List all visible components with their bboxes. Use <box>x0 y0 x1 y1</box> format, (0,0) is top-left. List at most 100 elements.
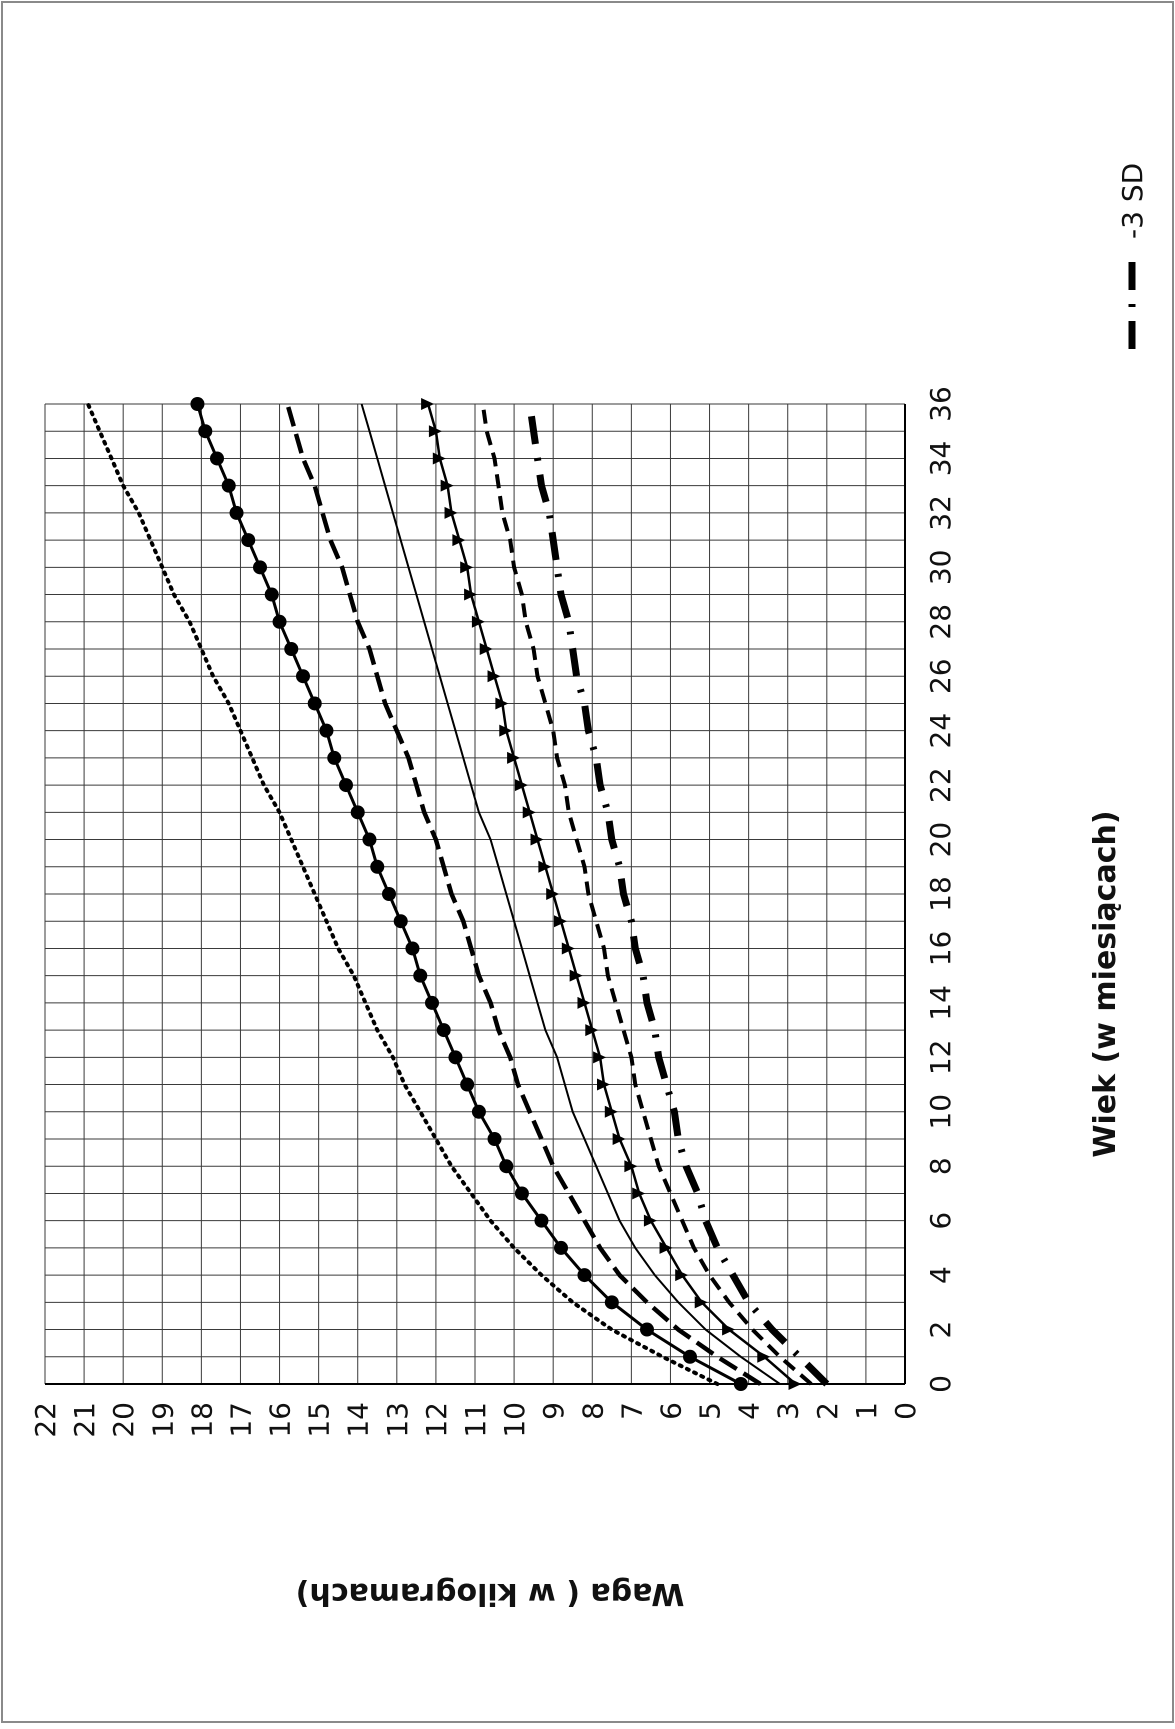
data-point <box>296 669 310 684</box>
y-tick-label: 3 <box>772 1402 805 1420</box>
data-point <box>370 859 385 874</box>
tick-labels: 0246810121416182022242628303234360123456… <box>29 386 957 1437</box>
data-point <box>362 832 377 847</box>
y-tick-label: 9 <box>537 1402 570 1420</box>
data-point <box>221 478 236 493</box>
y-tick-label: 16 <box>264 1402 297 1438</box>
data-point <box>659 1241 673 1254</box>
y-tick-label: 8 <box>576 1402 609 1420</box>
data-point <box>788 1378 802 1390</box>
data-point <box>444 506 458 519</box>
y-tick-label: 12 <box>420 1402 453 1438</box>
data-point <box>421 398 435 410</box>
data-point <box>405 941 420 956</box>
x-tick-label: 16 <box>924 931 957 967</box>
x-tick-label: 20 <box>924 822 957 858</box>
y-tick-label: 14 <box>342 1402 375 1438</box>
axes <box>45 404 906 1385</box>
data-point <box>593 1051 607 1064</box>
x-tick-label: 30 <box>924 550 957 586</box>
data-point <box>624 1160 638 1173</box>
data-point <box>382 887 396 901</box>
data-point <box>612 1133 626 1145</box>
data-point <box>393 914 408 929</box>
data-point <box>683 1349 697 1364</box>
data-point <box>675 1269 689 1282</box>
data-point <box>307 696 322 711</box>
data-point <box>452 534 466 547</box>
data-point <box>448 1050 463 1065</box>
data-point <box>229 505 244 520</box>
data-point <box>534 1213 549 1228</box>
data-point <box>530 833 544 846</box>
data-point <box>577 1268 592 1283</box>
data-point <box>643 1214 657 1227</box>
data-point <box>471 1104 486 1119</box>
y-axis-label: Waga ( w kilogramach) <box>296 1576 685 1611</box>
data-point <box>210 451 224 466</box>
legend-label: -3 SD <box>1116 163 1149 239</box>
x-tick-label: 8 <box>924 1157 957 1175</box>
data-point <box>514 1186 529 1201</box>
x-tick-label: 2 <box>924 1321 957 1339</box>
data-point <box>597 1078 610 1091</box>
data-point <box>432 452 446 465</box>
x-tick-label: 36 <box>924 386 957 422</box>
x-tick-label: 10 <box>924 1094 957 1130</box>
y-tick-label: 15 <box>303 1402 336 1438</box>
y-tick-label: 17 <box>224 1402 257 1438</box>
x-tick-label: 18 <box>924 876 957 912</box>
data-point <box>514 779 528 792</box>
data-point <box>479 643 493 655</box>
y-tick-label: 21 <box>68 1402 101 1438</box>
x-tick-label: 14 <box>924 985 957 1021</box>
series-line <box>285 403 762 1386</box>
y-tick-label: 7 <box>615 1402 648 1420</box>
y-tick-label: 20 <box>107 1402 140 1438</box>
data-point <box>327 750 342 765</box>
data-point <box>499 1159 514 1174</box>
x-tick-label: 26 <box>924 658 957 694</box>
data-point <box>722 1323 736 1336</box>
data-point <box>436 1023 451 1038</box>
data-point <box>350 805 365 820</box>
x-tick-label: 24 <box>924 713 957 749</box>
x-tick-label: 32 <box>924 495 957 531</box>
x-tick-label: 0 <box>924 1375 957 1393</box>
data-point <box>464 588 478 601</box>
rotated-chart-group: 0246810121416182022242628303234360123456… <box>29 163 1149 1611</box>
y-tick-label: 0 <box>889 1402 922 1420</box>
data-point <box>694 1296 708 1309</box>
y-tick-label: 18 <box>185 1402 218 1438</box>
y-tick-label: 4 <box>733 1402 766 1420</box>
data-point <box>460 1077 475 1092</box>
data-point <box>554 1240 568 1255</box>
data-point <box>546 888 560 900</box>
legend: -3 SD-2 SD-1 SDSD0 (mediana)+1SD+2 SD+3 … <box>1116 163 1149 349</box>
data-point <box>198 424 213 439</box>
y-tick-label: 10 <box>498 1402 531 1438</box>
data-point <box>241 533 256 548</box>
data-point <box>264 587 279 602</box>
data-point <box>604 1105 618 1118</box>
y-tick-label: 22 <box>29 1402 62 1438</box>
data-point <box>522 806 536 819</box>
data-point <box>554 915 567 928</box>
data-point <box>440 479 454 492</box>
data-point <box>460 561 474 574</box>
data-point <box>253 560 267 575</box>
data-point <box>425 995 439 1010</box>
series-line <box>86 402 720 1386</box>
x-tick-label: 12 <box>924 1040 957 1076</box>
data-point <box>495 697 509 710</box>
y-tick-label: 11 <box>459 1402 492 1438</box>
data-point <box>569 969 583 982</box>
x-tick-label: 28 <box>924 604 957 640</box>
x-tick-label: 22 <box>924 767 957 803</box>
data-point <box>561 942 575 955</box>
data-point <box>319 723 334 738</box>
data-point <box>577 996 591 1009</box>
series-line <box>526 403 830 1387</box>
